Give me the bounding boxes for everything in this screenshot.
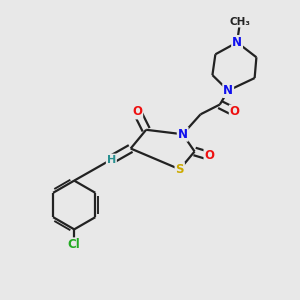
Text: S: S <box>176 163 184 176</box>
Text: O: O <box>230 106 240 118</box>
Text: N: N <box>178 128 188 141</box>
Text: H: H <box>107 154 116 164</box>
Text: CH₃: CH₃ <box>230 16 250 27</box>
Text: O: O <box>132 106 142 118</box>
Text: O: O <box>204 149 214 162</box>
Text: N: N <box>223 84 233 97</box>
Text: N: N <box>232 36 242 49</box>
Text: Cl: Cl <box>68 238 81 251</box>
